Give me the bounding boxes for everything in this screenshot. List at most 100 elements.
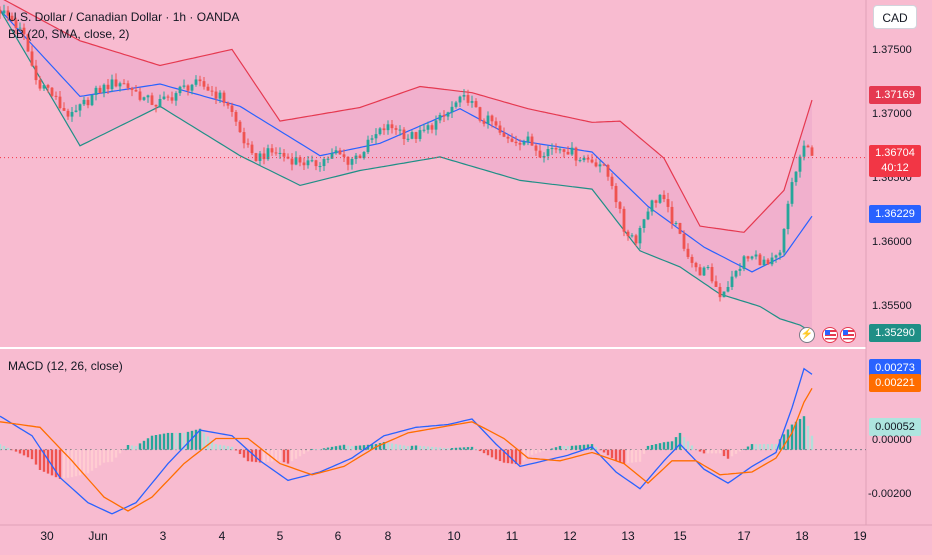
histogram-bar	[782, 434, 786, 450]
candle-body	[122, 83, 126, 85]
histogram-bar	[494, 449, 498, 460]
candle-body	[30, 51, 34, 66]
candle-body	[562, 149, 566, 152]
histogram-bar	[474, 448, 478, 450]
histogram-bar	[70, 449, 74, 478]
macd-tick: -0.00200	[868, 488, 912, 500]
histogram-bar	[706, 449, 710, 454]
histogram-bar	[314, 448, 318, 450]
histogram-bar	[42, 449, 46, 472]
candle-body	[554, 148, 558, 150]
histogram-bar	[598, 449, 602, 451]
histogram-bar	[246, 449, 250, 462]
candle-body	[298, 157, 302, 163]
candle-body	[426, 125, 430, 130]
candle-body	[350, 159, 354, 165]
histogram-bar	[122, 449, 126, 450]
lightning-icon[interactable]: ⚡	[799, 327, 815, 343]
histogram-bar	[214, 444, 218, 450]
histogram-bar	[294, 449, 298, 459]
histogram-bar	[126, 445, 130, 450]
histogram-bar	[218, 444, 222, 450]
histogram-bar	[2, 445, 6, 450]
candle-body	[510, 138, 514, 142]
histogram-bar	[394, 444, 398, 450]
histogram-bar	[142, 440, 146, 450]
last-price-label: 1.36704 40:12	[869, 145, 921, 177]
histogram-bar	[450, 448, 454, 450]
time-tick: 11	[505, 529, 519, 543]
histogram-bar	[174, 432, 178, 450]
histogram-bar	[162, 433, 166, 450]
histogram-bar	[670, 441, 674, 450]
macd-indicator-label[interactable]: MACD (12, 26, close)	[8, 359, 123, 373]
candle-body	[514, 141, 518, 144]
candle-body	[130, 87, 134, 91]
candle-body	[730, 276, 734, 287]
candle-body	[386, 124, 390, 131]
candle-body	[746, 256, 750, 259]
candle-body	[246, 143, 250, 145]
time-tick: 6	[334, 529, 342, 543]
candle-body	[550, 148, 554, 150]
histogram-bar	[102, 449, 106, 463]
candle-body	[54, 95, 58, 97]
candle-body	[6, 10, 10, 16]
histogram-bar	[454, 447, 458, 450]
candle-body	[570, 147, 574, 155]
candle-body	[174, 93, 178, 101]
candle-body	[262, 153, 266, 160]
time-tick: 5	[276, 529, 284, 543]
candle-body	[494, 121, 498, 126]
candle-body	[734, 270, 738, 277]
candle-body	[594, 162, 598, 167]
candle-body	[778, 252, 782, 256]
histogram-bar	[138, 443, 142, 450]
candle-body	[46, 85, 50, 88]
histogram-bar	[342, 444, 346, 450]
candle-body	[310, 160, 314, 162]
candle-body	[402, 129, 406, 140]
candle-body	[786, 203, 790, 230]
candle-body	[538, 150, 542, 158]
currency-button[interactable]: CAD	[873, 5, 917, 29]
candle-body	[506, 136, 510, 139]
candle-body	[742, 256, 746, 269]
candle-body	[338, 150, 342, 155]
candle-body	[666, 199, 670, 207]
bb-lower-line	[0, 9, 813, 333]
candle-body	[366, 139, 370, 153]
candle-body	[266, 148, 270, 160]
candle-body	[466, 95, 470, 103]
candle-body	[190, 84, 194, 91]
bb-indicator-label[interactable]: BB (20, SMA, close, 2)	[8, 27, 130, 41]
candle-body	[346, 156, 350, 165]
histogram-bar	[186, 431, 190, 450]
histogram-bar	[534, 449, 538, 454]
histogram-bar	[106, 449, 110, 463]
histogram-bar	[502, 449, 506, 463]
candle-body	[394, 128, 398, 130]
histogram-bar	[742, 448, 746, 450]
candle-body	[106, 84, 110, 90]
histogram-bar	[762, 444, 766, 450]
us-flag-icon[interactable]	[822, 327, 838, 343]
upper-band-label: 1.37169	[869, 86, 921, 104]
histogram-bar	[526, 449, 530, 457]
histogram-bar	[594, 446, 598, 450]
histogram-bar	[498, 449, 502, 462]
candle-body	[138, 91, 142, 100]
candle-body	[154, 104, 158, 107]
candle-body	[58, 96, 62, 109]
us-flag-icon[interactable]	[840, 327, 856, 343]
histogram-bar	[718, 449, 722, 454]
candle-body	[586, 157, 590, 160]
candle-body	[546, 149, 550, 157]
histogram-bar	[318, 448, 322, 450]
histogram-bar	[166, 432, 170, 450]
price-tick: 1.37500	[872, 44, 912, 56]
histogram-bar	[662, 442, 666, 450]
bb-middle-line	[0, 9, 813, 273]
